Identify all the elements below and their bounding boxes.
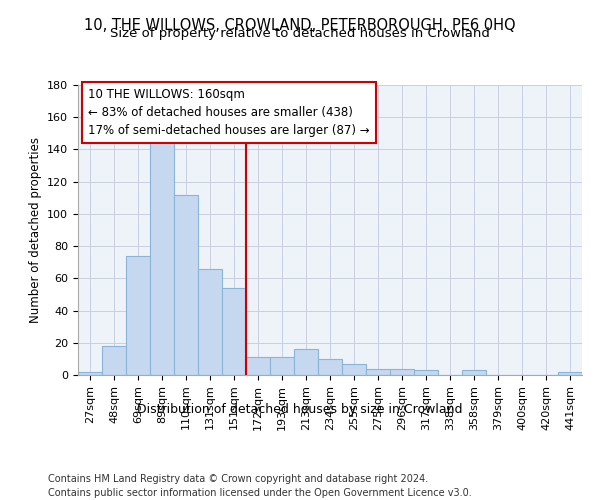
Text: Distribution of detached houses by size in Crowland: Distribution of detached houses by size …	[137, 402, 463, 415]
Bar	[174, 194, 198, 375]
Bar	[342, 364, 366, 375]
Bar	[366, 368, 390, 375]
Bar	[318, 359, 342, 375]
Bar	[270, 358, 294, 375]
Bar	[126, 256, 150, 375]
Y-axis label: Number of detached properties: Number of detached properties	[29, 137, 41, 323]
Bar	[462, 370, 486, 375]
Text: 10 THE WILLOWS: 160sqm
← 83% of detached houses are smaller (438)
17% of semi-de: 10 THE WILLOWS: 160sqm ← 83% of detached…	[88, 88, 370, 137]
Text: Contains HM Land Registry data © Crown copyright and database right 2024.
Contai: Contains HM Land Registry data © Crown c…	[48, 474, 472, 498]
Bar	[414, 370, 438, 375]
Bar	[246, 358, 270, 375]
Bar	[78, 372, 102, 375]
Bar	[102, 346, 126, 375]
Bar	[222, 288, 246, 375]
Bar	[390, 368, 414, 375]
Bar	[294, 349, 318, 375]
Bar	[150, 134, 174, 375]
Bar	[558, 372, 582, 375]
Bar	[198, 268, 222, 375]
Text: Size of property relative to detached houses in Crowland: Size of property relative to detached ho…	[110, 28, 490, 40]
Text: 10, THE WILLOWS, CROWLAND, PETERBOROUGH, PE6 0HQ: 10, THE WILLOWS, CROWLAND, PETERBOROUGH,…	[84, 18, 516, 32]
